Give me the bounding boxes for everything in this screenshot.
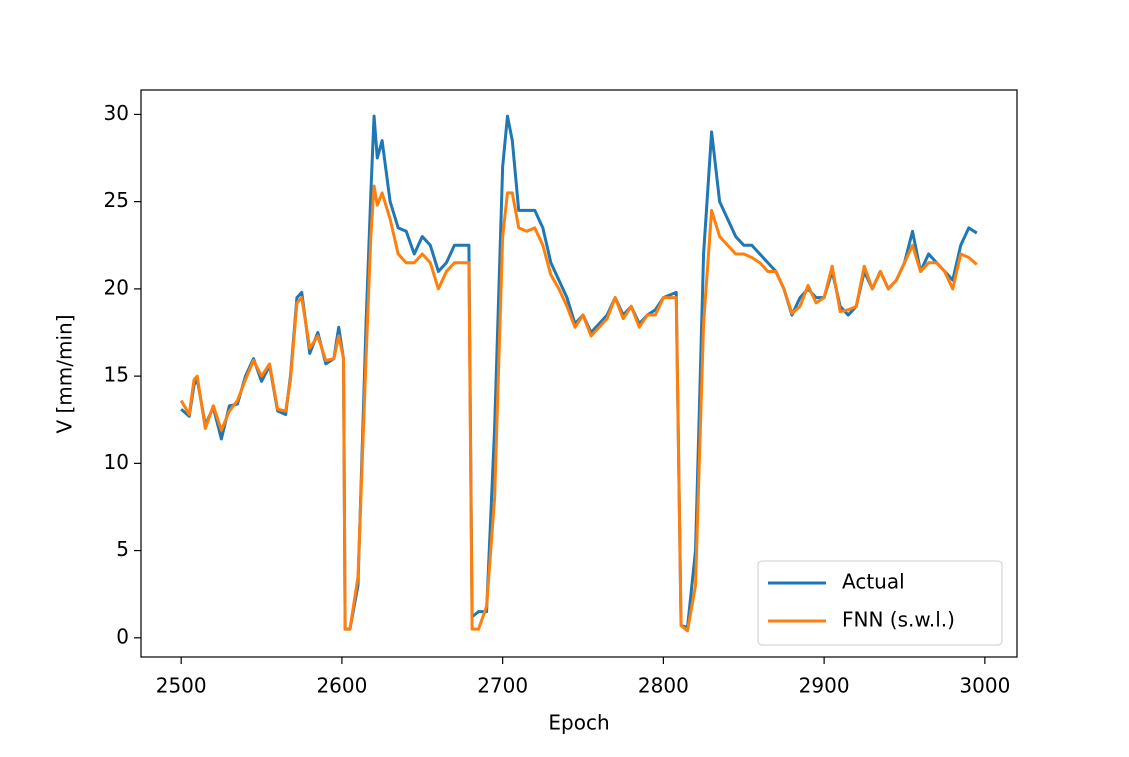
y-tick-label: 30 <box>104 101 129 125</box>
y-tick-label: 25 <box>104 188 129 212</box>
x-tick-label: 2800 <box>638 674 689 698</box>
legend-label: Actual <box>842 570 905 594</box>
legend-label: FNN (s.w.l.) <box>842 608 955 632</box>
x-axis-label: Epoch <box>548 711 609 735</box>
x-tick-label: 2600 <box>316 674 367 698</box>
y-tick-label: 5 <box>116 537 129 561</box>
y-tick-label: 20 <box>104 275 129 299</box>
series-line <box>179 184 978 633</box>
y-tick-label: 15 <box>104 363 129 387</box>
x-tick-label: 2500 <box>156 674 207 698</box>
y-tick-label: 0 <box>116 624 129 648</box>
plot-frame <box>140 89 1018 658</box>
y-tick-label: 10 <box>104 450 129 474</box>
x-tick-label: 2900 <box>799 674 850 698</box>
x-tick-label: 3000 <box>959 674 1010 698</box>
x-tick-label: 2700 <box>477 674 528 698</box>
y-axis-label: V [mm/min] <box>53 314 77 433</box>
